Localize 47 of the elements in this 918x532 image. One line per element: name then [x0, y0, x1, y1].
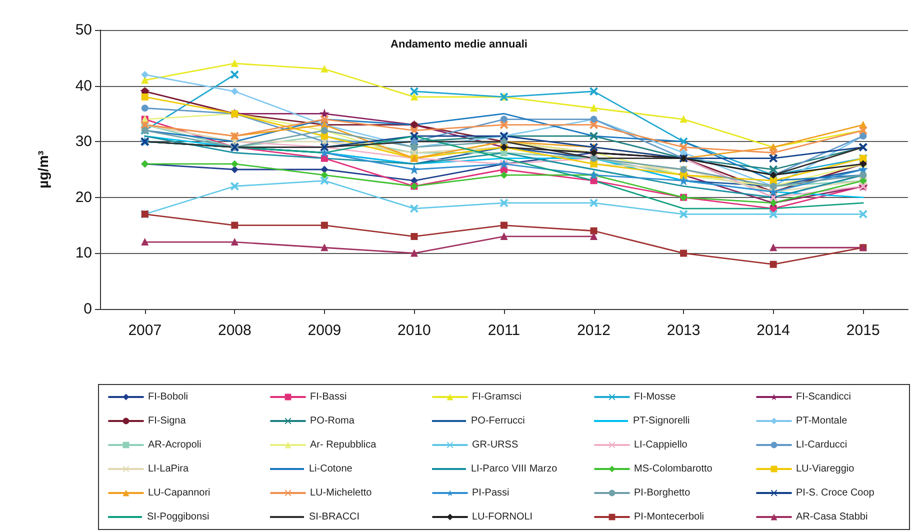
legend-label: FI-Mosse: [634, 392, 676, 402]
y-tick-label: 40: [75, 77, 92, 94]
legend-label: FI-Gramsci: [472, 392, 522, 402]
legend-label: PO-Ferrucci: [471, 416, 525, 426]
legend-label: FI-Bassi: [310, 392, 347, 402]
legend-label: PT-Montale: [796, 416, 848, 426]
y-tick-label: 20: [75, 188, 92, 206]
legend-label: GR-URSS: [472, 440, 518, 450]
legend-label: MS-Colombarotto: [634, 464, 713, 474]
legend-label: LU-Viareggio: [796, 464, 855, 474]
legend-label: PI-Montecerboli: [634, 512, 704, 522]
legend-label: LI-Cappiello: [634, 440, 688, 450]
x-tick-label: 2008: [218, 322, 252, 339]
legend-label: PT-Signorelli: [633, 416, 690, 426]
legend-label: FI-Signa: [148, 416, 186, 426]
x-tick-label: 2015: [846, 322, 880, 339]
y-tick-label: 30: [75, 133, 92, 150]
text: Andamento medie annuali: [390, 38, 528, 50]
x-tick-label: 2010: [398, 322, 431, 339]
legend-label: LI-Parco VIII Marzo: [471, 464, 558, 474]
legend-label: Li-Cotone: [309, 464, 353, 474]
x-tick-label: 2009: [308, 322, 342, 339]
legend-label: PI-Passi: [472, 488, 510, 498]
y-axis-title: µg/m³: [35, 150, 51, 188]
legend-label: AR-Acropoli: [148, 440, 202, 450]
x-tick-label: 2007: [128, 322, 162, 339]
legend-label: PI-S. Croce Coop: [796, 488, 875, 498]
legend-label: LU-Capannori: [148, 488, 210, 498]
y-tick-label: 50: [75, 22, 92, 38]
x-tick-label: 2011: [488, 322, 520, 339]
legend-label: FI-Scandicci: [796, 392, 852, 402]
legend-label: FI-Boboli: [148, 392, 188, 402]
legend-label: PO-Roma: [310, 416, 355, 426]
y-tick-label: 0: [84, 300, 92, 318]
legend-label: SI-Poggibonsi: [147, 512, 210, 522]
x-tick-label: 2013: [666, 322, 700, 339]
legend-label: SI-BRACCI: [309, 512, 360, 522]
x-tick-label: 2012: [577, 322, 610, 339]
legend-label: LI-LaPira: [148, 464, 190, 474]
legend-label: LU-Micheletto: [310, 488, 372, 498]
legend-label: Ar- Repubblica: [310, 440, 377, 450]
legend-label: LU-FORNOLI: [472, 512, 533, 522]
legend-label: AR-Casa Stabbi: [796, 512, 868, 522]
legend-label: LI-Carducci: [796, 440, 848, 450]
x-tick-label: 2014: [756, 322, 790, 339]
legend-label: PI-Borghetto: [634, 488, 691, 498]
y-tick-label: 10: [75, 244, 92, 262]
